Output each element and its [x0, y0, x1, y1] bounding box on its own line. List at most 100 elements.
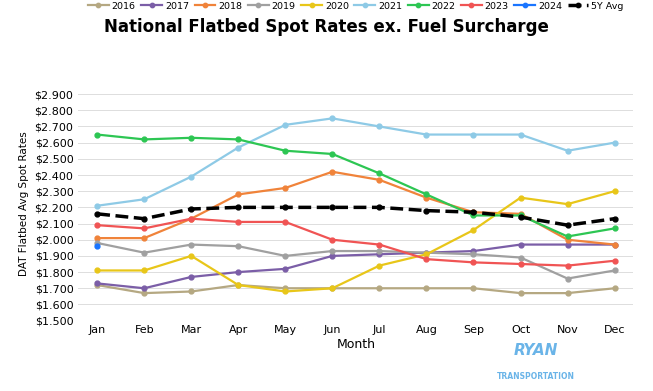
- 2019: [564, 276, 571, 281]
- 2018: [564, 237, 571, 242]
- 2022: [375, 171, 383, 176]
- Line: 2016: 2016: [95, 283, 617, 296]
- 2021: [93, 203, 101, 208]
- 2020: [140, 268, 148, 273]
- Y-axis label: DAT Flatbed Avg Spot Rates: DAT Flatbed Avg Spot Rates: [19, 131, 29, 276]
- 2019: [517, 255, 524, 260]
- 2016: [611, 286, 618, 291]
- Line: 5Y Avg: 5Y Avg: [95, 205, 617, 228]
- 2022: [517, 213, 524, 218]
- 2016: [564, 291, 571, 296]
- 5Y Avg: [234, 205, 242, 210]
- 2021: [422, 132, 430, 137]
- 2019: [422, 250, 430, 255]
- 2021: [611, 140, 618, 145]
- 2020: [93, 268, 101, 273]
- Line: 2018: 2018: [95, 169, 617, 247]
- 2020: [281, 289, 289, 294]
- 2022: [140, 137, 148, 142]
- 2016: [187, 289, 195, 294]
- 2016: [470, 286, 477, 291]
- 2017: [611, 242, 618, 247]
- 2020: [564, 202, 571, 206]
- Text: National Flatbed Spot Rates ex. Fuel Surcharge: National Flatbed Spot Rates ex. Fuel Sur…: [104, 18, 549, 36]
- 2022: [93, 132, 101, 137]
- X-axis label: Month: Month: [336, 338, 375, 351]
- 2016: [375, 286, 383, 291]
- 2019: [611, 268, 618, 273]
- 5Y Avg: [375, 205, 383, 210]
- 2021: [140, 197, 148, 202]
- 2018: [93, 236, 101, 240]
- 2018: [517, 212, 524, 216]
- 2016: [281, 286, 289, 291]
- 2018: [281, 186, 289, 190]
- 2022: [564, 234, 571, 239]
- 2018: [140, 236, 148, 240]
- Line: 2020: 2020: [95, 189, 617, 294]
- Text: TRANSPORTATION: TRANSPORTATION: [496, 372, 575, 381]
- 2016: [422, 286, 430, 291]
- 2023: [564, 263, 571, 268]
- 2021: [564, 149, 571, 153]
- 2020: [470, 228, 477, 232]
- 2018: [328, 169, 336, 174]
- 2020: [234, 283, 242, 287]
- 2018: [611, 242, 618, 247]
- Line: 2022: 2022: [95, 132, 617, 239]
- Line: 2023: 2023: [95, 216, 617, 268]
- 2023: [140, 226, 148, 231]
- 5Y Avg: [422, 208, 430, 213]
- 2019: [470, 252, 477, 256]
- 2017: [564, 242, 571, 247]
- 2023: [517, 262, 524, 266]
- 2020: [375, 263, 383, 268]
- 2022: [234, 137, 242, 142]
- 2019: [187, 242, 195, 247]
- 2019: [93, 240, 101, 245]
- 2017: [93, 281, 101, 286]
- 2016: [517, 291, 524, 296]
- 2021: [281, 122, 289, 127]
- 2018: [187, 216, 195, 221]
- 2016: [140, 291, 148, 296]
- 2023: [470, 260, 477, 265]
- 2022: [328, 152, 336, 156]
- 2023: [281, 220, 289, 224]
- 2022: [422, 192, 430, 197]
- 2021: [234, 145, 242, 150]
- 2022: [611, 226, 618, 231]
- 2019: [328, 249, 336, 253]
- 2017: [375, 252, 383, 256]
- 2017: [422, 250, 430, 255]
- 2019: [375, 249, 383, 253]
- 2023: [187, 216, 195, 221]
- 2017: [517, 242, 524, 247]
- 5Y Avg: [470, 210, 477, 215]
- 5Y Avg: [140, 216, 148, 221]
- 5Y Avg: [564, 223, 571, 228]
- 5Y Avg: [281, 205, 289, 210]
- Text: RYAN: RYAN: [513, 343, 558, 358]
- 2023: [422, 257, 430, 262]
- 2022: [187, 135, 195, 140]
- 2016: [93, 283, 101, 287]
- 2017: [234, 270, 242, 274]
- Line: 2017: 2017: [95, 242, 617, 291]
- 2018: [375, 178, 383, 182]
- 5Y Avg: [187, 206, 195, 211]
- 2023: [93, 223, 101, 228]
- 2019: [234, 244, 242, 249]
- 2017: [328, 253, 336, 258]
- 2021: [328, 116, 336, 121]
- 2016: [328, 286, 336, 291]
- Line: 2021: 2021: [95, 116, 617, 208]
- 2021: [187, 174, 195, 179]
- 2023: [611, 258, 618, 263]
- 5Y Avg: [328, 205, 336, 210]
- 2021: [517, 132, 524, 137]
- 2021: [375, 124, 383, 129]
- 5Y Avg: [517, 215, 524, 219]
- 2020: [611, 189, 618, 194]
- Text: DAT: DAT: [25, 364, 59, 379]
